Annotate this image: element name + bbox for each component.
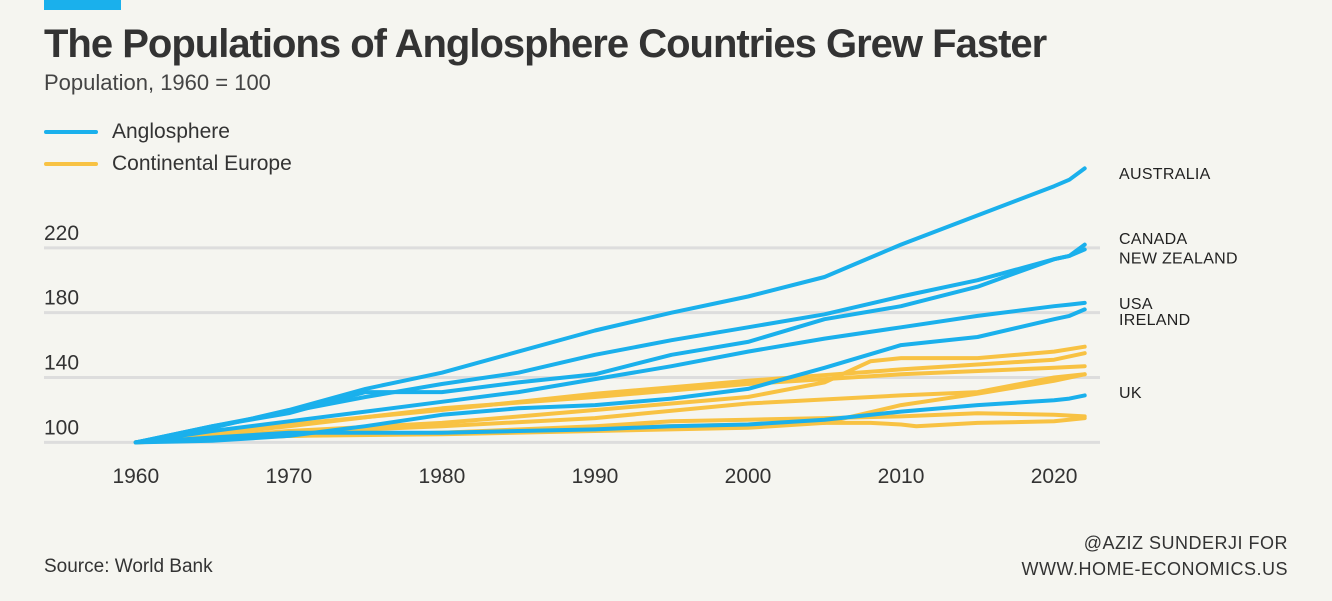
series-line-uk [133, 393, 1087, 445]
legend-swatch-continental-europe [44, 162, 98, 166]
x-tick-label-1960: 1960 [112, 465, 159, 488]
legend-swatch-anglosphere [44, 130, 98, 134]
series-line-continental-europe-3 [133, 364, 1087, 445]
x-tick-label-1970: 1970 [266, 465, 313, 488]
x-axis-tick-labels: 1960 1970 1980 1990 2000 2010 2020 [112, 465, 1077, 488]
x-tick-label-1980: 1980 [419, 465, 466, 488]
series-label-uk: UK [1119, 385, 1142, 402]
legend-label-anglosphere: Anglosphere [112, 120, 230, 143]
anglosphere-series [133, 166, 1087, 445]
credit-line-1: @AZIZ SUNDERJI FOR [1083, 533, 1288, 553]
x-tick-label-2000: 2000 [725, 465, 772, 488]
series-label-australia: AUSTRALIA [1119, 166, 1211, 183]
chart-subtitle: Population, 1960 = 100 [44, 70, 271, 95]
y-tick-label-140: 140 [44, 352, 79, 375]
legend: Anglosphere Continental Europe [44, 116, 292, 180]
x-tick-label-2010: 2010 [878, 465, 925, 488]
y-tick-label-180: 180 [44, 287, 79, 310]
accent-bar [44, 0, 121, 10]
legend-item-anglosphere: Anglosphere [44, 116, 292, 148]
y-axis-tick-labels: 100 140 180 220 [44, 222, 79, 440]
credit: @AZIZ SUNDERJI FOR WWW.HOME-ECONOMICS.US [1022, 530, 1288, 582]
y-tick-label-220: 220 [44, 222, 79, 245]
series-label-new-zealand: NEW ZEALAND [1119, 251, 1238, 268]
credit-line-2: WWW.HOME-ECONOMICS.US [1021, 559, 1288, 579]
chart-title: The Populations of Anglosphere Countries… [44, 22, 1047, 66]
y-tick-label-100: 100 [44, 416, 79, 439]
legend-label-continental-europe: Continental Europe [112, 152, 292, 175]
source-note: Source: World Bank [44, 556, 213, 577]
series-line-new-zealand [133, 247, 1087, 445]
x-tick-label-1990: 1990 [572, 465, 619, 488]
series-label-ireland: IRELAND [1119, 312, 1190, 329]
x-tick-label-2020: 2020 [1031, 465, 1078, 488]
series-line-australia [133, 166, 1087, 445]
series-line-usa [133, 300, 1087, 445]
legend-item-continental-europe: Continental Europe [44, 148, 292, 180]
series-line-continental-europe-1 [133, 344, 1087, 445]
series-label-canada: CANADA [1119, 231, 1188, 248]
series-label-usa: USA [1119, 296, 1153, 313]
